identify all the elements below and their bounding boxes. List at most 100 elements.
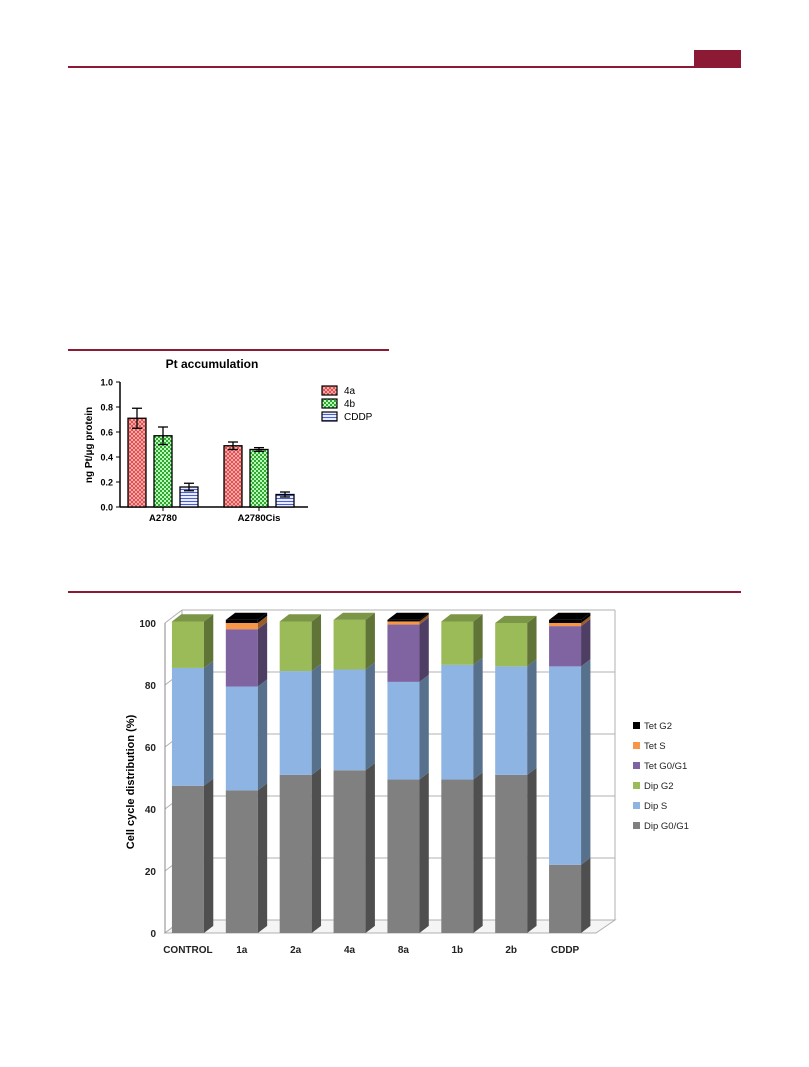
chart2-bar-dip-s-2a (279, 671, 312, 775)
chart2-bar-top (225, 612, 268, 620)
chart1-y-tick-label: 0.6 (100, 428, 113, 438)
chart2-bar-side (473, 657, 483, 780)
cell-cycle-chart: 0 20 40 60 80 100 CONTROL 1a 2a 4a 8a 1b 2b CDDP Tet … (125, 609, 689, 956)
header-tab (694, 50, 741, 66)
chart2-bar-tet-g2-8a (387, 619, 420, 622)
chart2-bar-side (473, 772, 483, 933)
chart1-x-tick-label: A2780 (149, 513, 177, 524)
chart2-bar-top (171, 614, 214, 622)
chart2-bar-tet-s-8a (387, 621, 420, 625)
chart2-bar-dip-g0-g1-1b (441, 779, 474, 933)
chart2-bar-tet-g0-g1-cddp (549, 626, 582, 667)
chart2-bar-side (257, 783, 268, 933)
chart2-bar-dip-s-4a (333, 669, 366, 771)
chart2-bar-side (527, 767, 537, 933)
chart2-legend-label: Dip G2 (644, 781, 674, 792)
chart2-bar-dip-g2-4a (333, 619, 366, 670)
chart2-bar-side (419, 612, 429, 622)
chart2-bar-dip-g2-control (171, 621, 204, 668)
chart1-bar-4a-a2780cis (223, 445, 243, 508)
chart1-legend-label: CDDP (344, 412, 373, 423)
chart1-bar-4b-a2780cis (249, 448, 269, 508)
chart2-bar-tet-s-1a (225, 623, 258, 630)
chart2-x-tick-label: 1b (451, 945, 463, 956)
chart2-gridline-side (164, 609, 183, 624)
chart2-bar-side (581, 618, 591, 667)
chart2-x-tick-label: 8a (398, 945, 410, 956)
chart2-legend-label: Dip S (644, 801, 667, 812)
chart1-y-tick-label: 0.8 (100, 403, 113, 413)
chart2-bar-side (419, 617, 429, 682)
chart2-y-tick-label: 20 (145, 867, 157, 878)
chart2-x-tick-label: 4a (344, 945, 356, 956)
chart2-legend-swatch (633, 822, 640, 829)
chart2-bar-side (581, 615, 591, 627)
chart2-y-tick-label: 60 (145, 743, 157, 754)
chart2-bar-side (365, 763, 375, 933)
chart2-bar-dip-g0-g1-2a (279, 774, 312, 933)
chart2-bar-side (203, 614, 214, 668)
chart1-legend-swatch (321, 385, 338, 396)
chart2-y-tick-label: 0 (150, 929, 156, 940)
section-rule-middle (68, 591, 741, 593)
chart2-bar-dip-s-control (171, 667, 204, 786)
chart2-bar-tet-g0-g1-1a (225, 629, 258, 687)
chart2-x-tick-label: 2a (290, 945, 302, 956)
chart2-bar-side (527, 659, 537, 775)
chart1-bar-4b-a2780 (153, 435, 173, 508)
chart2-bar-side (419, 674, 429, 780)
chart2-y-tick-label: 80 (145, 681, 157, 692)
chart2-ylabel: Cell cycle distribution (%) (125, 714, 137, 849)
chart2-bar-top (279, 614, 322, 622)
chart2-legend-swatch (633, 722, 640, 729)
chart2-bar-side (257, 622, 268, 687)
chart2-bar-side (365, 612, 375, 670)
chart2-x-tick-label: CDDP (551, 945, 580, 956)
chart2-bar-dip-g0-g1-4a (333, 770, 366, 933)
chart2-legend-label: Tet G2 (644, 721, 672, 732)
chart2-bar-side (581, 857, 591, 933)
chart2-legend-label: Tet S (644, 741, 666, 752)
chart2-bar-dip-g0-g1-2b (495, 774, 528, 933)
chart2-bar-dip-s-cddp (549, 666, 582, 865)
chart2-bar-dip-s-1a (225, 686, 258, 791)
chart2-bar-top (333, 612, 375, 620)
chart2-bar-side (527, 615, 537, 667)
chart2-bar-side (257, 615, 268, 630)
chart2-legend-swatch (633, 802, 640, 809)
chart2-bar-top (495, 615, 537, 623)
chart1-legend-swatch (321, 411, 338, 422)
chart2-bar-dip-g0-g1-cddp (549, 864, 582, 933)
chart1-y-tick-label: 0.0 (100, 503, 113, 513)
chart1-x-tick-label: A2780Cis (238, 513, 281, 524)
chart1-bar-4a-a2780 (127, 417, 147, 508)
chart2-legend-label: Dip G0/G1 (644, 821, 689, 832)
chart2-bar-side (311, 767, 322, 933)
chart2-y-tick-label: 100 (139, 619, 156, 630)
chart2-bar-side (203, 778, 214, 933)
chart2-bar-tet-g0-g1-8a (387, 624, 420, 682)
chart1-ylabel: ng Pt/µg protein (84, 407, 95, 483)
pt-accumulation-chart: Pt accumulation ng Pt/µg protein 0.0 0.2 0… (84, 357, 373, 524)
chart2-bar-side (257, 612, 268, 623)
chart2-bar-side (419, 772, 429, 933)
chart1-title: Pt accumulation (166, 357, 259, 371)
chart2-bar-side (257, 679, 268, 791)
chart2-bar-top (387, 612, 429, 620)
chart2-bar-side (581, 659, 591, 865)
chart2-bar-dip-s-1b (441, 664, 474, 780)
chart2-bar-tet-g2-1a (225, 619, 258, 623)
header-rule (68, 66, 741, 68)
chart2-bar-side (473, 614, 483, 665)
chart2-bar-tet-g2-cddp (549, 619, 582, 623)
chart2-bar-top (549, 612, 591, 620)
chart2-bar-side (581, 612, 591, 623)
chart2-bar-side (419, 614, 429, 625)
chart2-y-tick-label: 40 (145, 805, 157, 816)
chart2-legend-swatch (633, 762, 640, 769)
chart2-bar-dip-g0-g1-8a (387, 779, 420, 933)
chart2-bar-dip-g2-1b (441, 621, 474, 665)
chart1-y-tick-label: 0.4 (100, 453, 113, 463)
chart1-legend-swatch (321, 398, 338, 409)
chart2-bar-side (311, 663, 322, 775)
